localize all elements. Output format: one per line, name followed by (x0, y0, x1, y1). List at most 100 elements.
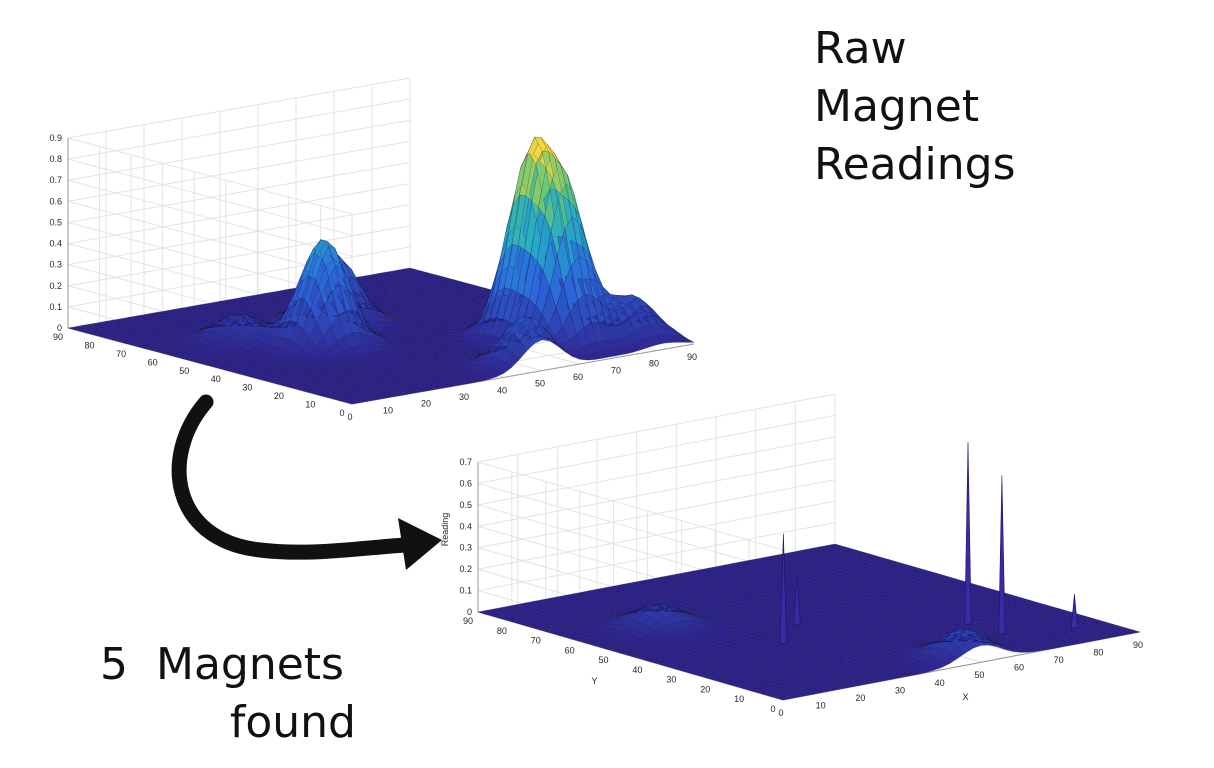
headline-line-3: Readings (814, 139, 1016, 190)
y-tick-label: 60 (565, 645, 575, 655)
z-tick-label: 0.1 (49, 302, 62, 312)
z-tick-label: 0.3 (459, 543, 472, 553)
x-tick-label: 80 (1093, 648, 1103, 658)
x-tick-label: 10 (383, 405, 393, 415)
gridline (67, 246, 411, 308)
x-tick-label: 70 (1054, 655, 1064, 665)
gridline (67, 183, 411, 245)
y-tick-label: 80 (497, 626, 507, 636)
y-tick-label: 50 (179, 366, 189, 376)
gridline (67, 77, 411, 139)
x-axis-label: X (962, 692, 968, 702)
magnet-count: 5 (100, 639, 128, 690)
x-tick-label: 50 (974, 670, 984, 680)
x-tick-label: 30 (459, 392, 469, 402)
magnet-spike (779, 533, 787, 645)
x-tick-label: 0 (347, 412, 352, 422)
y-tick-label: 30 (666, 675, 676, 685)
magnet-spike (964, 441, 972, 626)
gridline (477, 482, 784, 572)
z-tick-label: 0.2 (49, 281, 62, 291)
y-tick-label: 20 (700, 684, 710, 694)
z-tick-label: 0.7 (459, 457, 472, 467)
z-tick-label: 0.6 (459, 478, 472, 488)
x-tick-label: 50 (535, 379, 545, 389)
arrowhead (398, 518, 442, 570)
gridline (67, 158, 353, 236)
headline: Raw Magnet Readings (814, 20, 1016, 194)
z-tick-label: 0.7 (49, 175, 62, 185)
raw-readings-chart: 0102030405060708090010203040506070809000… (49, 77, 697, 422)
x-tick-label: 0 (778, 708, 783, 718)
y-tick-label: 50 (599, 655, 609, 665)
magnet-spike (1070, 593, 1078, 630)
magnet-spike (793, 574, 801, 626)
surface-cell (1125, 629, 1141, 634)
z-tick-label: 0.1 (459, 586, 472, 596)
gridline (477, 393, 836, 463)
y-tick-label: 90 (53, 332, 63, 342)
z-axis-label: Reading (440, 513, 450, 547)
y-tick-label: 90 (463, 616, 473, 626)
y-tick-label: 70 (116, 349, 126, 359)
x-tick-label: 40 (497, 385, 507, 395)
x-tick-label: 80 (649, 359, 659, 369)
z-tick-label: 0.2 (459, 564, 472, 574)
x-tick-label: 10 (816, 700, 826, 710)
y-tick-label: 10 (305, 400, 315, 410)
z-tick-label: 0.4 (459, 521, 472, 531)
gridline (67, 119, 411, 181)
z-tick-label: 0.5 (459, 500, 472, 510)
arrow-shaft (171, 394, 413, 560)
gridline (67, 137, 353, 215)
headline-line-2: Magnet (814, 81, 980, 132)
gridline (67, 179, 353, 257)
magnet-spike (998, 475, 1006, 635)
headline-line-1: Raw (814, 23, 907, 74)
x-tick-label: 30 (895, 685, 905, 695)
z-tick-label: 0.9 (49, 133, 62, 143)
gridline (477, 461, 784, 551)
caption-word-2: found (229, 697, 356, 748)
surface (67, 136, 695, 405)
surface-cell (679, 337, 695, 343)
y-tick-label: 10 (734, 694, 744, 704)
gridline (477, 457, 836, 527)
x-tick-label: 90 (1133, 640, 1143, 650)
gridline (67, 98, 411, 160)
gridline (67, 225, 411, 287)
y-tick-label: 80 (85, 340, 95, 350)
gridline (477, 436, 836, 506)
y-tick-label: 30 (242, 383, 252, 393)
z-tick-label: 0.8 (49, 154, 62, 164)
detected-magnets (779, 441, 1078, 645)
result-caption: 5 Magnets found (100, 636, 356, 752)
x-tick-label: 40 (935, 678, 945, 688)
arrow-icon (171, 394, 442, 570)
y-tick-label: 0 (770, 704, 775, 714)
x-tick-label: 60 (573, 372, 583, 382)
y-tick-label: 70 (531, 636, 541, 646)
z-tick-label: 0.3 (49, 260, 62, 270)
y-tick-label: 0 (339, 408, 344, 418)
x-tick-label: 90 (687, 352, 697, 362)
y-tick-label: 40 (632, 665, 642, 675)
y-tick-label: 20 (274, 391, 284, 401)
gridline (477, 414, 836, 484)
y-tick-label: 60 (148, 357, 158, 367)
y-tick-label: 40 (211, 374, 221, 384)
x-tick-label: 20 (421, 399, 431, 409)
gridline (67, 161, 411, 223)
gridline (67, 140, 411, 202)
x-tick-label: 60 (1014, 663, 1024, 673)
gridline (67, 204, 411, 266)
caption-word-1: Magnets (155, 639, 344, 690)
x-tick-label: 20 (855, 693, 865, 703)
gridline (67, 200, 353, 278)
z-tick-label: 0.4 (49, 239, 62, 249)
z-tick-label: 0 (467, 607, 472, 617)
magnets-found-chart: 0102030405060708090010203040506070809000… (440, 393, 1143, 718)
surface (477, 543, 1141, 701)
y-axis-label: Y (591, 676, 597, 686)
